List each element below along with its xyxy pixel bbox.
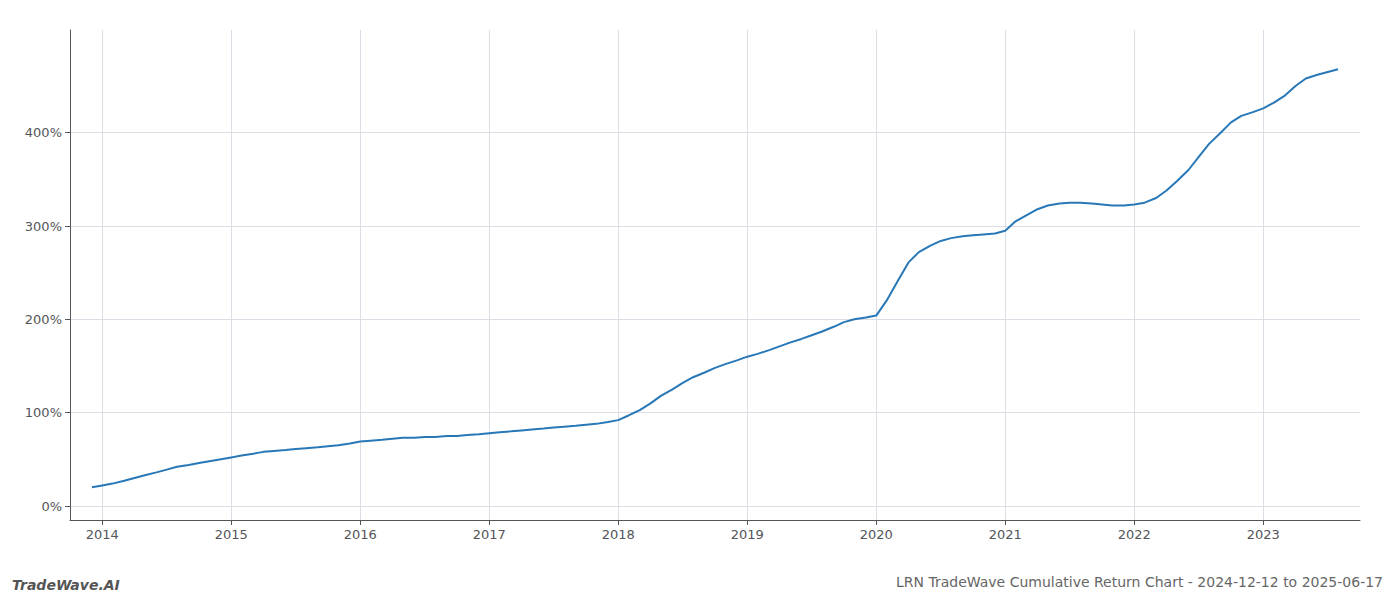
svg-text:300%: 300% [25,219,62,234]
svg-text:2021: 2021 [989,527,1022,542]
svg-text:2015: 2015 [215,527,248,542]
svg-text:TradeWave.AI: TradeWave.AI [12,577,120,593]
svg-text:2016: 2016 [344,527,377,542]
svg-text:2020: 2020 [860,527,893,542]
svg-text:2022: 2022 [1118,527,1151,542]
svg-text:400%: 400% [25,125,62,140]
svg-text:2018: 2018 [602,527,635,542]
svg-text:2019: 2019 [731,527,764,542]
svg-text:2014: 2014 [86,527,119,542]
svg-text:2023: 2023 [1247,527,1280,542]
svg-text:2017: 2017 [473,527,506,542]
svg-text:0%: 0% [41,499,62,514]
svg-text:200%: 200% [25,312,62,327]
svg-text:LRN TradeWave Cumulative Retur: LRN TradeWave Cumulative Return Chart - … [896,574,1383,590]
svg-text:100%: 100% [25,405,62,420]
